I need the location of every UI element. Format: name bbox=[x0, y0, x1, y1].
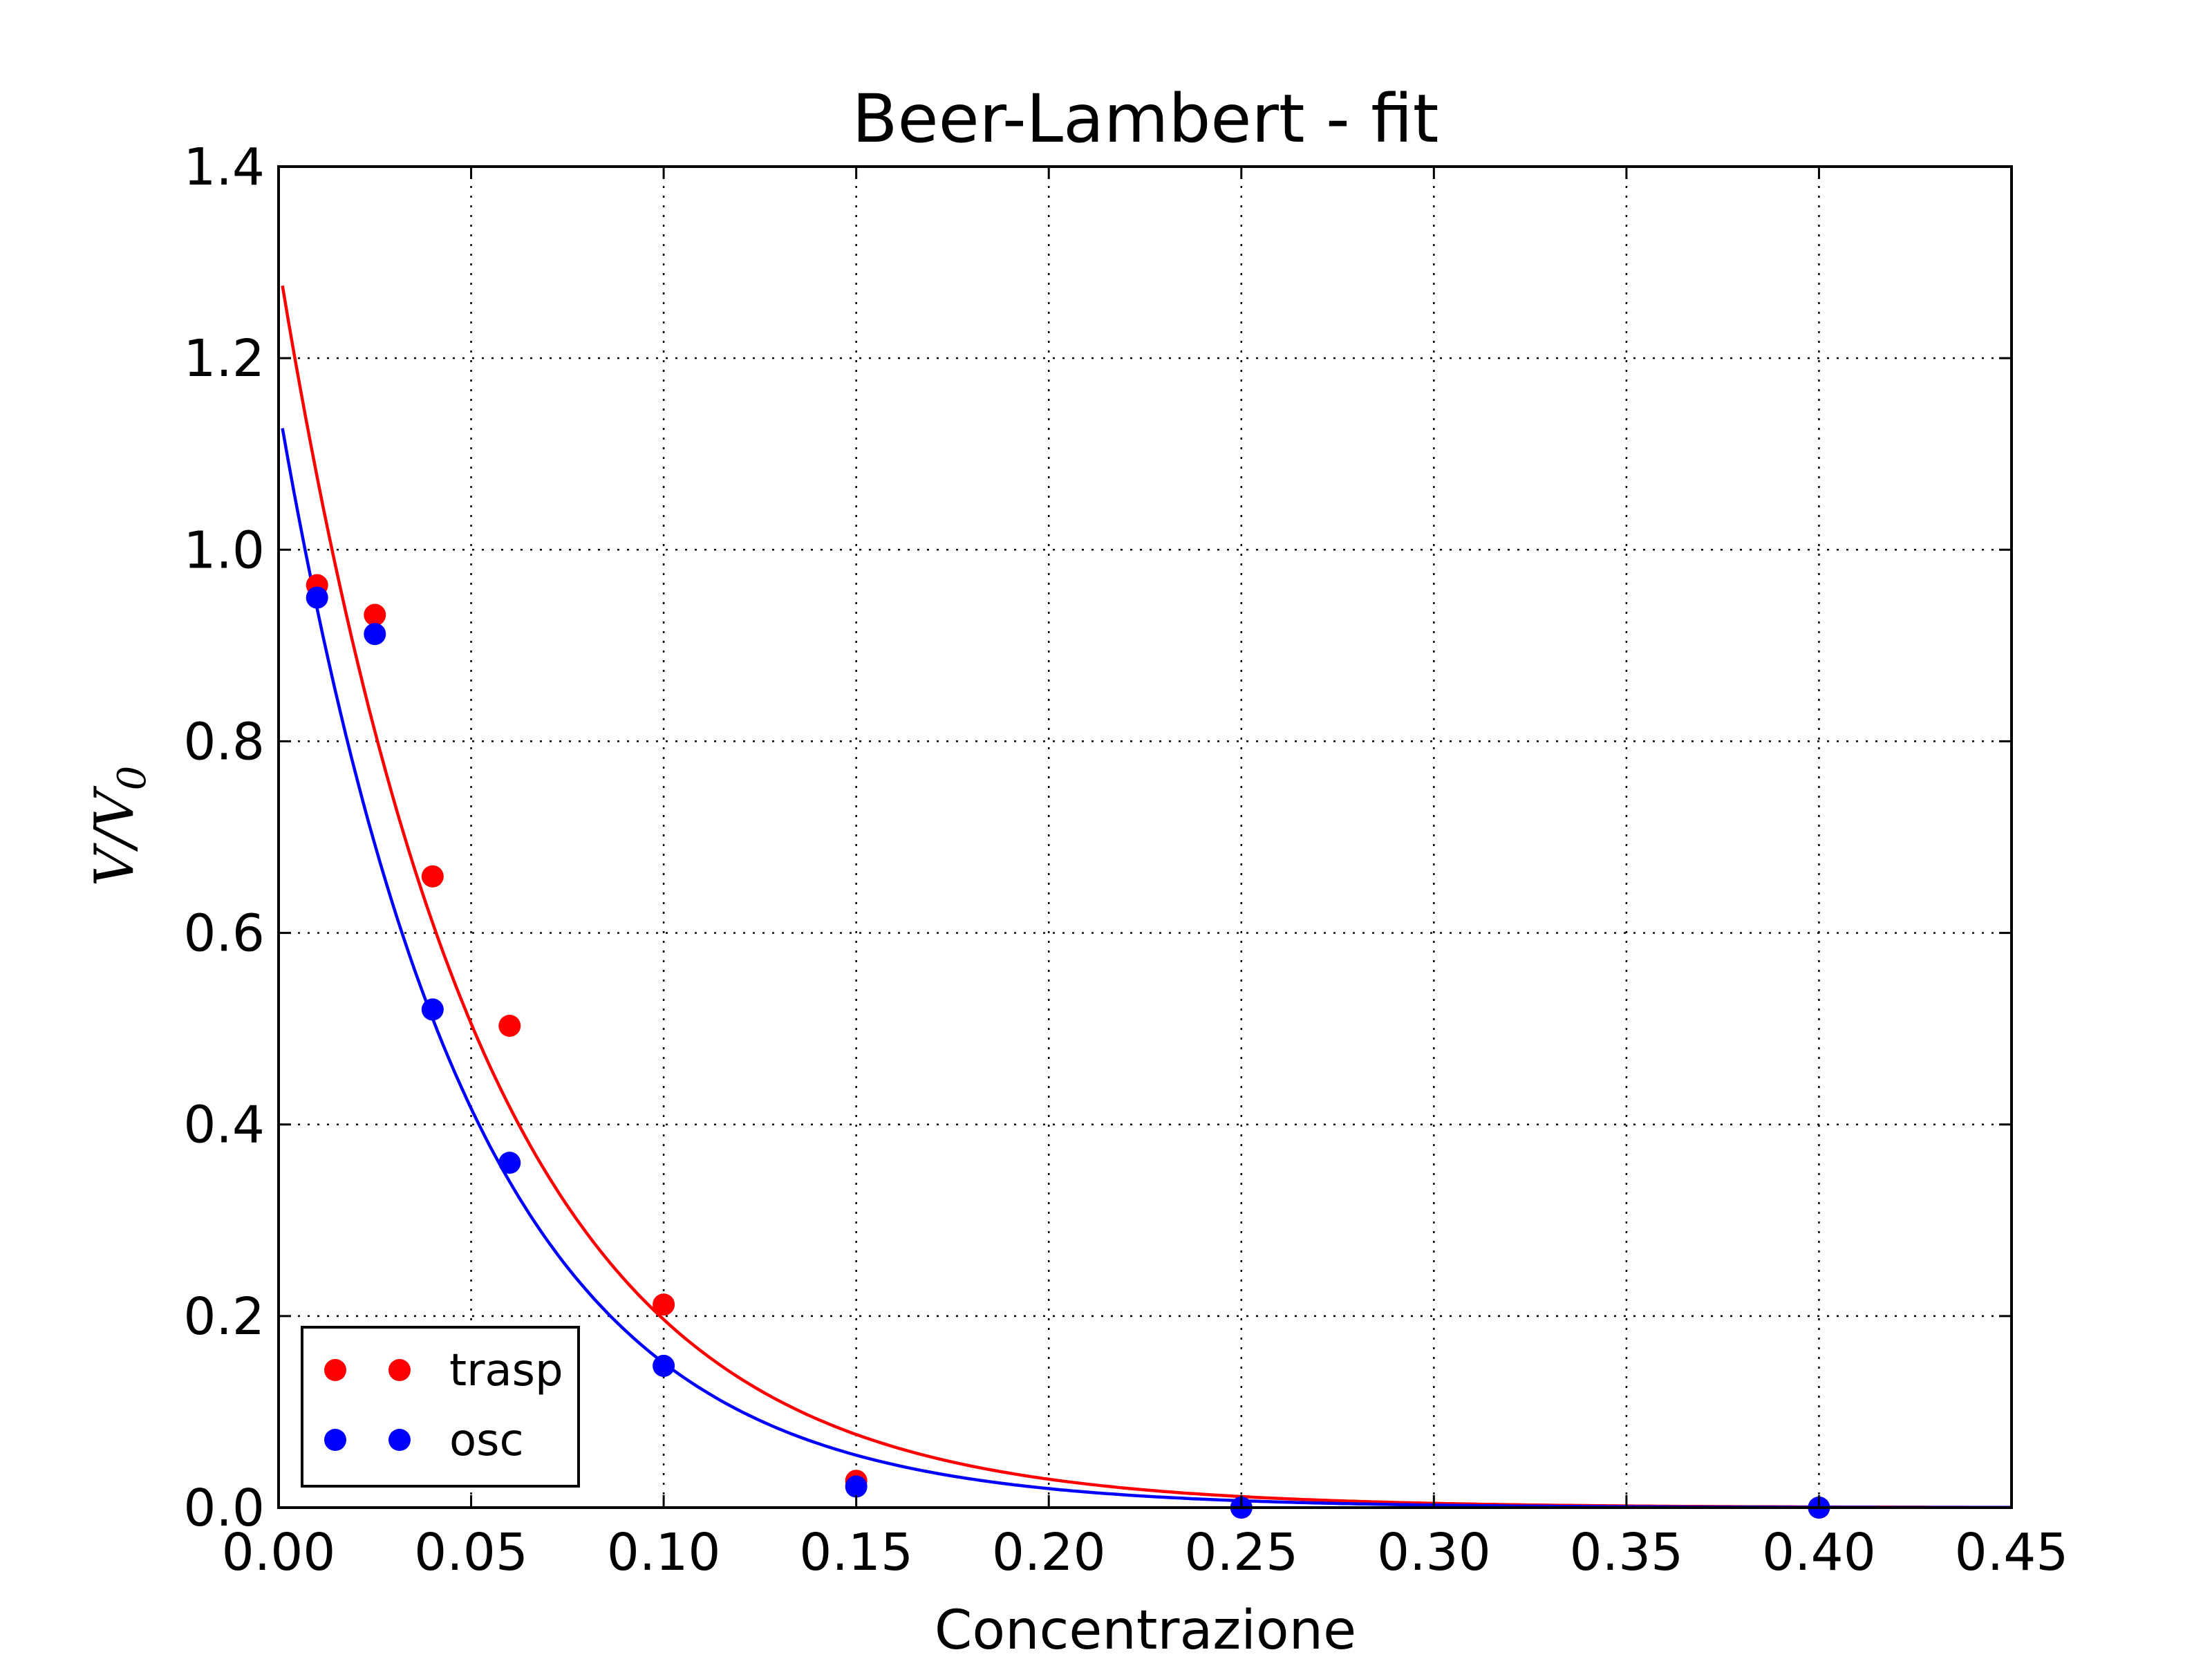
legend: trasp osc bbox=[301, 1326, 580, 1488]
data-points bbox=[306, 574, 1830, 1519]
y-tick-label: 1.4 bbox=[183, 138, 265, 197]
x-tick-label: 0.05 bbox=[414, 1523, 528, 1582]
x-tick-label: 0.00 bbox=[222, 1523, 336, 1582]
y-tick-label: 0.2 bbox=[183, 1287, 265, 1347]
data-point-osc bbox=[364, 623, 386, 646]
x-tick-label: 0.15 bbox=[799, 1523, 913, 1582]
data-point-osc bbox=[498, 1152, 521, 1174]
legend-marker-trasp-2 bbox=[388, 1359, 411, 1381]
legend-marker-trasp-1 bbox=[324, 1359, 346, 1381]
legend-box bbox=[301, 1326, 580, 1488]
data-point-trasp bbox=[421, 865, 444, 888]
data-point-osc bbox=[421, 998, 444, 1021]
y-tick-label: 0.0 bbox=[183, 1479, 265, 1538]
x-tick-label: 0.25 bbox=[1184, 1523, 1298, 1582]
y-tick-label: 0.6 bbox=[183, 904, 265, 964]
x-tick-label: 0.35 bbox=[1570, 1523, 1684, 1582]
axis-ticks: 0.00 0.05 0.10 0.15 0.20 0.25 0.30 0.35 0.40 0.45… bbox=[183, 138, 2068, 1582]
x-axis-label: Concentrazione bbox=[935, 1600, 1356, 1659]
data-point-trasp bbox=[653, 1293, 675, 1316]
x-tick-label: 0.40 bbox=[1762, 1523, 1876, 1582]
legend-label-trasp: trasp bbox=[449, 1345, 563, 1396]
y-axis-label-subscript: 0 bbox=[110, 766, 155, 791]
y-axis-label: V/V0 bbox=[84, 766, 155, 887]
y-tick-label: 0.4 bbox=[183, 1096, 265, 1155]
plot-frame bbox=[277, 165, 2013, 1509]
y-tick-label: 1.2 bbox=[183, 329, 265, 388]
legend-marker-osc-1 bbox=[324, 1429, 346, 1451]
data-point-osc bbox=[306, 586, 328, 609]
x-tick-label: 0.45 bbox=[1955, 1523, 2069, 1582]
y-tick-label: 1.0 bbox=[183, 521, 265, 580]
data-point-osc bbox=[653, 1354, 675, 1377]
y-tick-label: 0.8 bbox=[183, 712, 265, 771]
data-point-trasp bbox=[364, 603, 386, 626]
legend-marker-osc-2 bbox=[388, 1429, 411, 1451]
chart-title: Beer-Lambert - fit bbox=[852, 80, 1439, 158]
y-axis-label-base: V/V bbox=[84, 786, 146, 887]
x-tick-label: 0.20 bbox=[992, 1523, 1106, 1582]
legend-label-osc: osc bbox=[449, 1415, 524, 1466]
x-tick-label: 0.30 bbox=[1377, 1523, 1491, 1582]
data-point-trasp bbox=[498, 1014, 521, 1037]
x-tick-label: 0.10 bbox=[607, 1523, 721, 1582]
data-point-osc bbox=[845, 1475, 868, 1498]
